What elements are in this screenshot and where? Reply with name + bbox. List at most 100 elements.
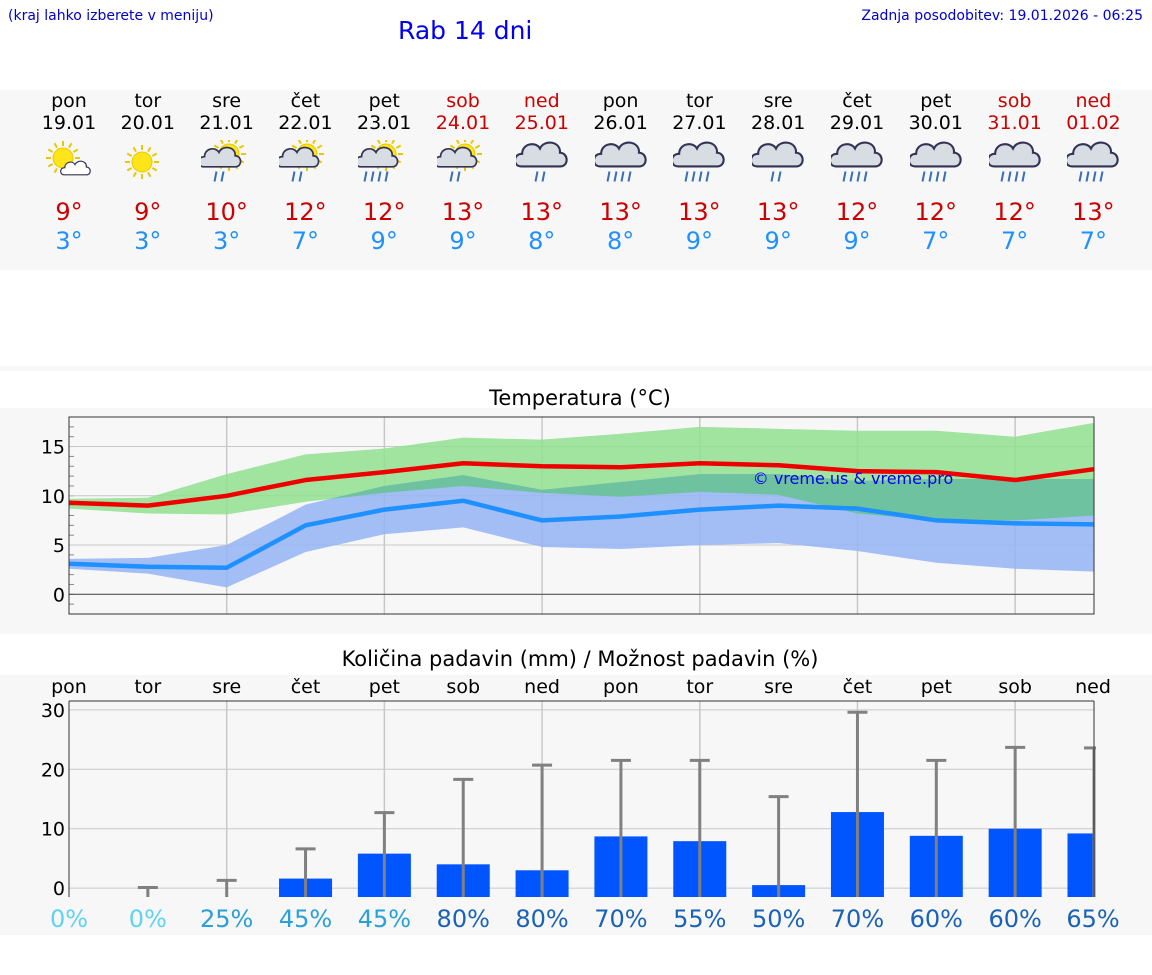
precip-max-whisker [453,777,474,897]
precip-max-whisker [926,758,947,897]
temp-min: 9° [370,227,398,255]
day-name: pon [602,90,639,112]
rain-drop [1092,171,1097,182]
precip-bar [1067,833,1094,897]
sun-ray [474,144,481,149]
day-label: pet [921,676,952,698]
temp-max: 13° [756,198,800,226]
rain-drop [363,171,368,182]
precip-probability: 55% [673,905,726,933]
rain-drops [684,171,710,182]
day-label: čet [843,676,873,698]
cloud [358,146,399,168]
sun-ray [317,144,323,149]
rain-drop [370,171,375,182]
precip-probability: 45% [358,905,411,933]
precip-probability: 50% [752,905,805,933]
cloud-shape [279,146,320,168]
temp-min: 8° [528,227,556,255]
temp-min: 3° [212,227,241,255]
day-name: pon [51,90,87,112]
rain-drop [627,171,632,182]
temp-max: 12° [835,198,879,226]
precip-probability: 0% [50,905,88,933]
cloud-rain-heavy-icon [831,141,883,182]
sun-ray [470,140,475,145]
cloud-shape [594,141,647,168]
y-tick-label: 10 [41,486,65,508]
rain-drop [935,171,940,182]
sun-ray [151,152,158,157]
rain-drops [1078,171,1104,182]
precip-max-whisker [610,758,631,897]
cloud-shape [752,141,804,168]
precip-probability: 65% [1066,905,1119,933]
precip-max-whisker [689,758,710,897]
day-name: sre [212,90,242,112]
cloud [909,141,962,168]
rain-drop [534,171,539,182]
page-title: Rab 14 dni [398,16,533,45]
precip-max-whisker [374,811,395,897]
weather-icon [752,141,804,182]
rain-drop [856,171,861,182]
temp-max: 13° [599,198,642,226]
sun-ray [370,144,377,149]
sun-cloud-icon [46,141,91,176]
day-date: 30.01 [908,112,963,134]
rain-drop [606,171,611,182]
precipitation-chart-title: Količina padavin (mm) / Možnost padavin … [341,647,819,671]
rain-drops [770,171,782,182]
sun-ray [391,140,396,145]
rain-drops [534,171,546,182]
temp-max: 13° [441,198,485,226]
rain-drop [849,171,854,182]
rain-drop [942,171,947,182]
weather-icon [200,140,246,182]
rain-drops [606,171,632,182]
weather-icon [46,141,91,176]
day-name: čet [842,90,872,112]
temp-max: 12° [914,198,958,226]
temp-max: 13° [520,198,564,226]
cloud [988,141,1041,168]
precip-probability: 80% [515,905,568,933]
sun-ray [53,142,58,149]
day-label: ned [1075,676,1111,698]
rain-drop [541,171,546,182]
separator-band [0,366,1152,371]
cloud-rain-light-icon [515,141,568,182]
sun-rain-light-icon [200,140,246,182]
day-name: sre [763,90,793,112]
cloud [673,141,726,168]
y-tick-label: 30 [41,700,65,722]
sun-rays [124,145,159,179]
sun-ray [146,171,152,178]
max-temp-line [68,461,1095,508]
cloud [279,146,320,168]
y-tick-label: 10 [41,819,65,841]
precip-probability: 45% [279,905,332,933]
cloud [594,141,647,168]
day-label: sob [446,676,480,698]
temp-min: 9° [764,227,792,255]
cloud-shape [988,141,1041,168]
rain-drop [1078,171,1083,182]
weather-icon [124,145,159,179]
day-name: ned [523,90,560,112]
day-label: čet [291,676,321,698]
sun-ray [219,140,224,145]
day-label: pon [603,676,639,698]
location-hint: (kraj lahko izberete v meniju) [8,8,214,24]
cloud-rain-heavy-icon [1067,141,1120,182]
cloud-shape [909,141,962,168]
temp-max: 13° [1072,198,1115,226]
sun-ray [53,167,58,174]
day-date: 21.01 [199,112,254,134]
temp-max: 9° [55,198,83,226]
cloud-rain-heavy-icon [673,141,726,182]
day-date: 27.01 [672,112,727,134]
day-name: pet [368,90,400,112]
day-label: sre [212,676,241,698]
temp-max: 12° [284,198,327,226]
